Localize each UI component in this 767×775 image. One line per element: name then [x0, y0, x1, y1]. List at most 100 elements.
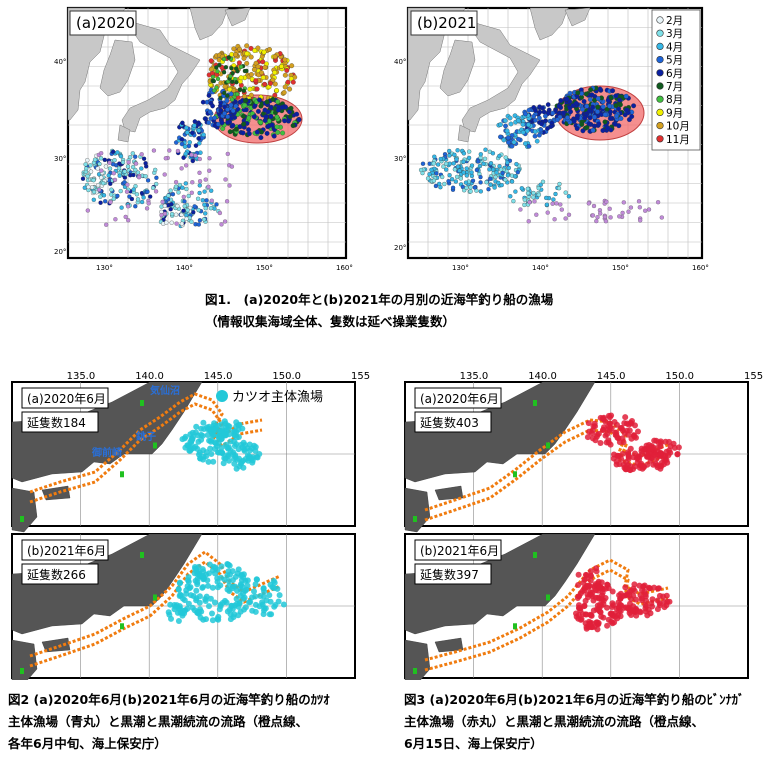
fishing-dot: [602, 214, 608, 220]
fishing-dot: [511, 198, 516, 204]
fishing-dot: [92, 157, 98, 162]
fishing-dot: [177, 182, 183, 188]
fishing-dot: [525, 190, 531, 196]
fishing-dot: [252, 581, 259, 588]
fishing-dot: [112, 158, 117, 163]
fishing-dot: [225, 93, 230, 98]
fishing-dot: [185, 600, 192, 607]
fishing-dot: [613, 461, 620, 468]
fishing-dot: [675, 444, 682, 451]
fishing-dot: [437, 181, 442, 187]
fishing-dot: [212, 115, 217, 121]
fishing-dot: [227, 129, 233, 135]
fishing-dot: [225, 120, 230, 125]
fishing-dot: [519, 186, 524, 191]
fishing-dot: [590, 607, 597, 614]
lon-tick: 150.0: [272, 371, 301, 382]
land-masses: [67, 7, 251, 143]
fishing-dot: [269, 122, 275, 128]
fishing-dot: [237, 592, 244, 599]
fishing-dot: [498, 122, 503, 127]
fishing-dot: [186, 143, 192, 149]
fishing-dot: [600, 104, 606, 110]
fishing-dot: [103, 164, 109, 169]
fishing-dot: [588, 573, 594, 580]
fishing-dot: [583, 572, 590, 579]
port-marker: [413, 668, 417, 674]
fishing-dot: [527, 200, 532, 205]
fishing-dot: [201, 217, 207, 222]
lon-tick: 160°: [692, 264, 709, 272]
fishing-dot: [289, 63, 295, 69]
fishing-dot: [225, 151, 230, 157]
fishing-dot: [83, 162, 88, 167]
fishing-dot: [256, 451, 263, 457]
fishing-dot: [150, 185, 156, 191]
fishing-dot: [231, 460, 238, 467]
figure1-caption-line2: （情報収集海域全体、隻数は延べ操業隻数）: [205, 314, 456, 329]
fishing-dot: [189, 604, 196, 611]
fishing-dot: [252, 601, 259, 608]
fishing-dot: [187, 447, 194, 454]
fishing-dot: [153, 189, 159, 194]
fishing-dot: [195, 196, 201, 201]
fishing-dot: [525, 186, 530, 192]
fishing-dot: [163, 156, 168, 161]
fishing-dot: [211, 570, 218, 577]
fishing-dot: [259, 599, 266, 606]
fishing-dot: [614, 113, 619, 119]
fishing-dot: [175, 618, 182, 624]
fishing-dot: [534, 138, 540, 144]
fishing-dot: [488, 182, 493, 187]
fishing-dot: [200, 198, 205, 203]
fishing-dot: [556, 103, 562, 109]
fishing-dot: [167, 148, 172, 153]
fishing-dot: [141, 195, 146, 200]
fishing-dot: [126, 160, 131, 165]
fishing-dot: [248, 72, 254, 77]
fishing-dot: [467, 149, 472, 154]
legend-label: 6月: [666, 68, 683, 80]
land-masses: [11, 381, 203, 533]
fishing-dot: [242, 102, 248, 108]
fishing-dot: [223, 65, 229, 70]
panel-title: (a)2020年6月: [27, 392, 106, 406]
fishing-dot: [197, 190, 202, 196]
fishing-dot: [440, 174, 445, 180]
fishing-dot: [233, 601, 240, 607]
fishing-dot: [233, 595, 240, 602]
fishing-dot: [629, 114, 635, 119]
fishing-dot: [497, 153, 502, 159]
port-marker: [546, 594, 550, 601]
fishing-dot: [674, 451, 681, 458]
fishing-dot: [626, 209, 631, 214]
fishing-dot: [429, 167, 434, 172]
fishing-dot: [159, 212, 164, 218]
fishing-dot: [540, 179, 546, 184]
fishing-dot: [442, 181, 447, 187]
fishing-dot: [488, 176, 493, 181]
lon-tick: 140.0: [135, 371, 164, 382]
fishing-dot: [251, 114, 257, 120]
fishing-dot: [607, 206, 612, 211]
legend-label: 9月: [666, 107, 683, 119]
fishing-dot: [260, 75, 266, 80]
fishing-dot: [144, 206, 150, 211]
fishing-dot: [205, 582, 211, 589]
fishing-dot: [118, 154, 124, 159]
fishing-dot: [255, 108, 261, 114]
fishing-dot: [208, 58, 214, 64]
fishing-dot: [208, 426, 215, 433]
fishing-dot: [575, 571, 582, 578]
fishing-dot: [193, 143, 199, 148]
fishing-dot: [229, 97, 235, 102]
fishing-dot: [478, 152, 483, 157]
figure2-caption-line3: 各年6月中旬、海上保安庁）: [8, 736, 167, 751]
fishing-dot: [196, 449, 203, 456]
fishing-dot: [605, 439, 612, 446]
lon-tick: 145.0: [597, 371, 626, 382]
fishing-dot: [83, 169, 89, 175]
fishing-dot: [110, 149, 116, 154]
fishing-dot: [131, 172, 136, 178]
